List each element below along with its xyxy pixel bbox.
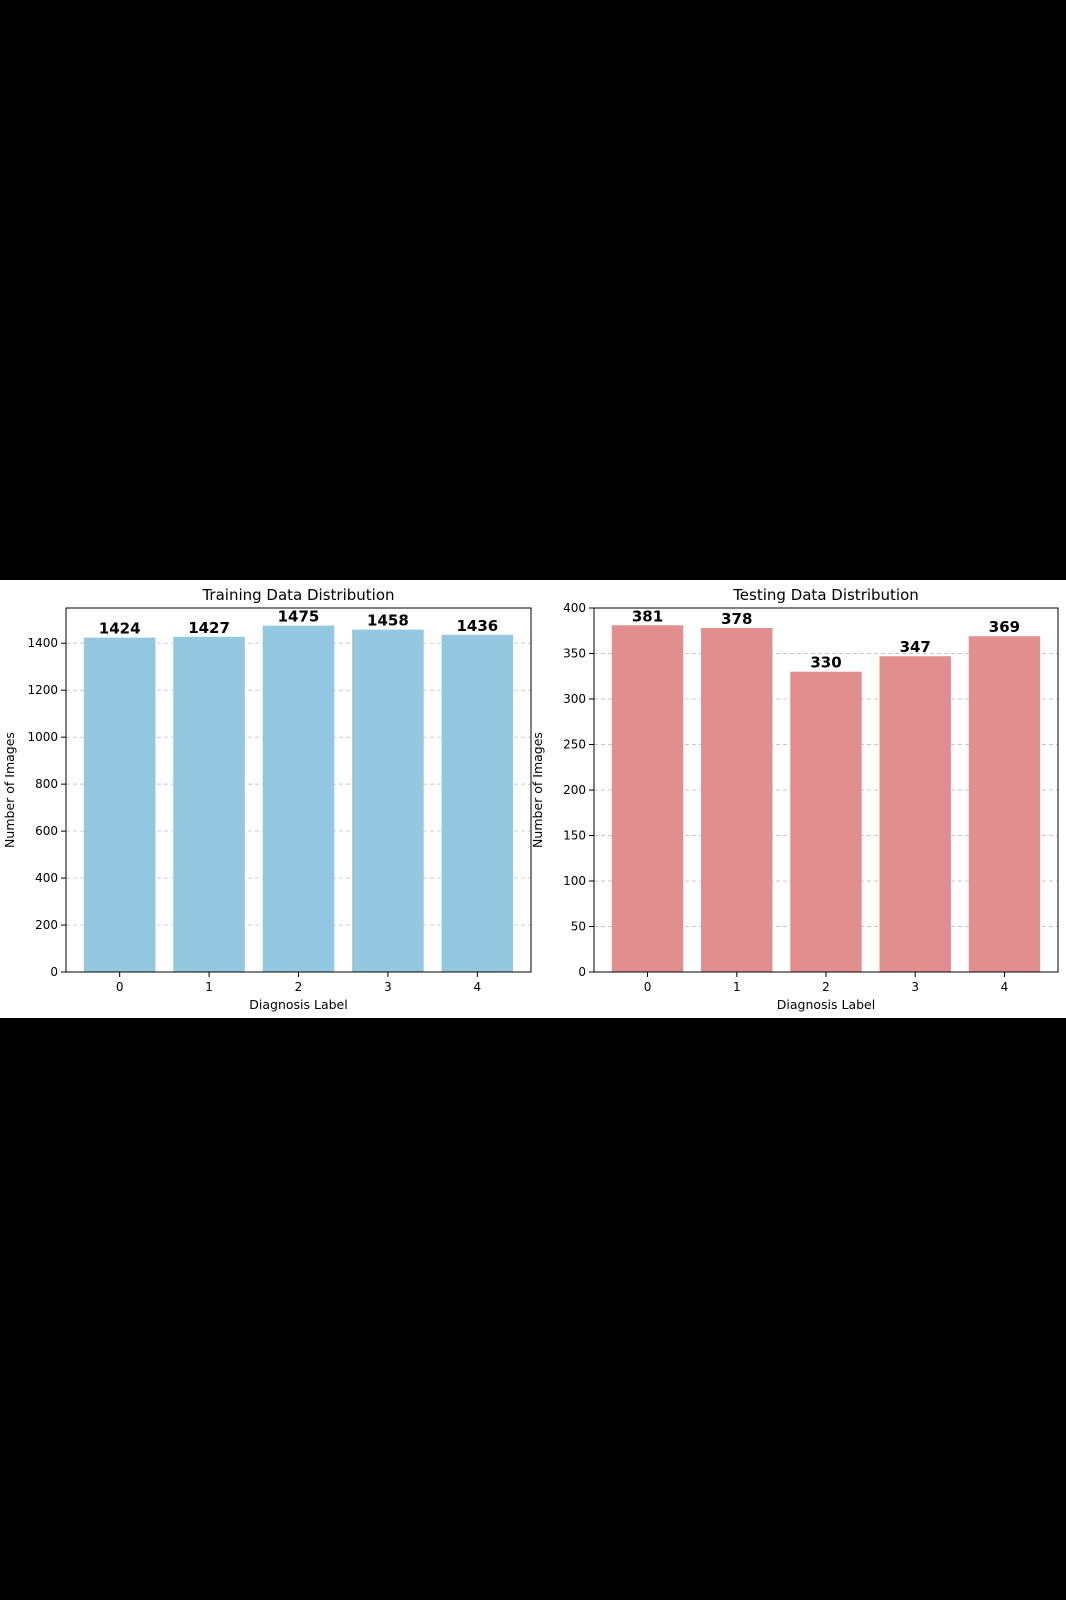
testing-y-axis-label: Number of Images <box>530 732 545 848</box>
training-data-label-0: 1424 <box>99 620 141 638</box>
testing-bar-4 <box>968 636 1041 972</box>
training-chart: Training Data Distribution Diagnosis Lab… <box>2 586 532 1012</box>
testing-plot-frame <box>593 607 1059 973</box>
training-y-axis-label: Number of Images <box>2 732 17 848</box>
training-y-tick-label: 800 <box>35 777 58 791</box>
testing-bar-1 <box>701 628 773 972</box>
testing-y-tick-label: 50 <box>571 920 586 934</box>
training-bar-2 <box>262 625 335 972</box>
training-y-tick-label: 1200 <box>27 683 58 697</box>
testing-bar-0 <box>611 625 684 972</box>
testing-y-tick-label: 400 <box>563 601 586 615</box>
training-plot-frame <box>65 607 532 973</box>
testing-chart-title: Testing Data Distribution <box>732 586 919 604</box>
testing-data-label-2: 330 <box>810 654 841 672</box>
training-y-tick-label: 1400 <box>27 636 58 650</box>
training-bar-1 <box>173 636 245 972</box>
training-y-tick-label: 400 <box>35 871 58 885</box>
training-data-label-2: 1475 <box>278 608 320 626</box>
chart-figure: Training Data Distribution Diagnosis Lab… <box>2 586 1059 1012</box>
testing-bar-3 <box>879 656 951 972</box>
training-x-tick-label-4: 4 <box>474 980 482 994</box>
testing-y-tick-label: 200 <box>563 783 586 797</box>
testing-x-tick-label-2: 2 <box>822 980 830 994</box>
testing-x-tick-label-1: 1 <box>733 980 741 994</box>
training-x-tick-label-0: 0 <box>116 980 124 994</box>
testing-data-label-1: 378 <box>721 610 752 628</box>
testing-y-tick-label: 300 <box>563 692 586 706</box>
testing-y-tick-label: 100 <box>563 874 586 888</box>
training-y-tick-label: 600 <box>35 824 58 838</box>
training-x-tick-label-3: 3 <box>384 980 392 994</box>
training-y-tick-label: 0 <box>50 965 58 979</box>
figure: Training Data Distribution Diagnosis Lab… <box>0 580 1066 1018</box>
training-y-tick-label: 200 <box>35 918 58 932</box>
testing-x-tick-label-0: 0 <box>644 980 652 994</box>
training-x-tick-label-2: 2 <box>295 980 303 994</box>
training-x-tick-label-1: 1 <box>205 980 213 994</box>
training-bar-4 <box>441 634 514 972</box>
testing-data-label-4: 369 <box>989 618 1020 636</box>
testing-y-tick-label: 350 <box>563 647 586 661</box>
training-x-axis-label: Diagnosis Label <box>249 997 347 1012</box>
testing-data-label-0: 381 <box>632 607 663 625</box>
training-data-label-3: 1458 <box>367 612 409 630</box>
testing-bar-2 <box>790 671 862 972</box>
training-bar-0 <box>83 637 156 972</box>
testing-y-tick-label: 150 <box>563 829 586 843</box>
training-y-tick-label: 1000 <box>27 730 58 744</box>
training-data-label-1: 1427 <box>188 619 230 637</box>
training-chart-title: Training Data Distribution <box>201 586 394 604</box>
training-bar-3 <box>352 629 424 972</box>
training-data-label-4: 1436 <box>456 617 498 635</box>
testing-x-tick-label-3: 3 <box>911 980 919 994</box>
testing-chart: Testing Data Distribution Diagnosis Labe… <box>530 586 1059 1012</box>
testing-x-tick-label-4: 4 <box>1001 980 1009 994</box>
testing-y-tick-label: 250 <box>563 738 586 752</box>
testing-y-tick-label: 0 <box>578 965 586 979</box>
testing-data-label-3: 347 <box>900 638 931 656</box>
testing-x-axis-label: Diagnosis Label <box>777 997 875 1012</box>
